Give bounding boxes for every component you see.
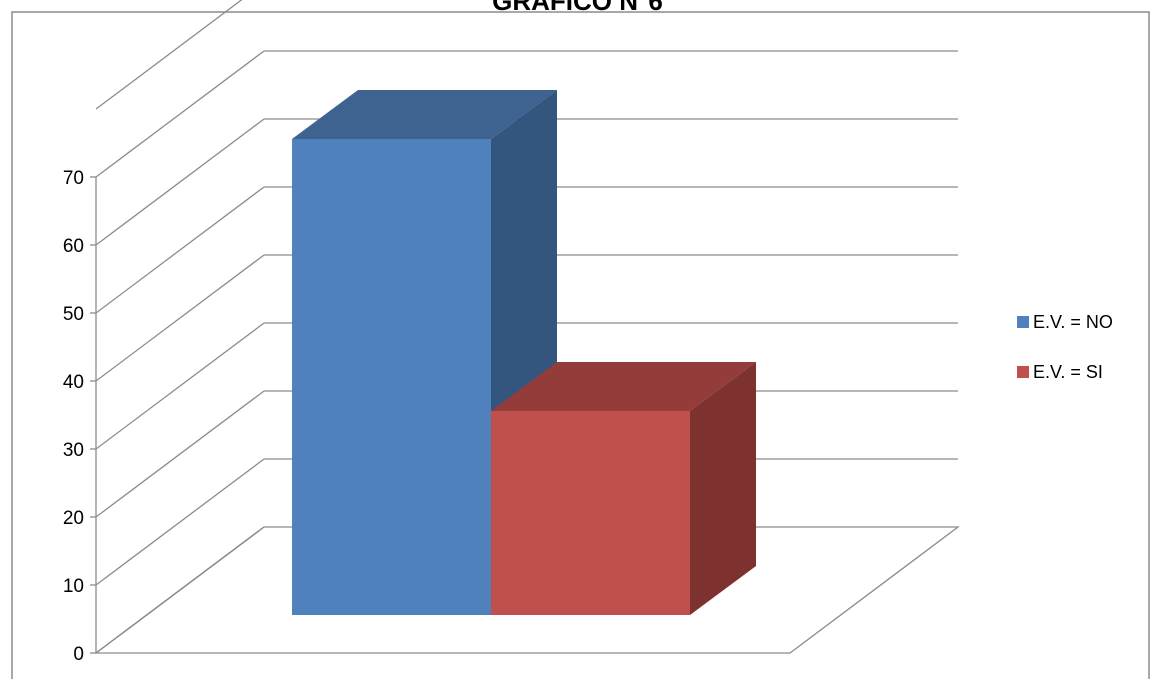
y-tick-label: 70 — [63, 168, 84, 189]
gridline-side — [95, 322, 265, 450]
y-tick-label: 60 — [63, 236, 84, 257]
bar-side — [690, 362, 756, 615]
bar-front — [491, 411, 690, 615]
floor-outline — [95, 526, 960, 654]
y-tick-label: 0 — [73, 644, 84, 665]
gridline-side — [95, 458, 265, 586]
y-tick-label: 20 — [63, 508, 84, 529]
bar-front — [292, 139, 491, 615]
gridline-side — [95, 50, 265, 178]
gridline-side — [95, 186, 265, 314]
chart-border — [11, 11, 1150, 679]
gridline-side — [95, 254, 265, 382]
legend: E.V. = NO E.V. = SI — [1017, 312, 1113, 382]
y-axis-ticks: 0 10 20 30 40 50 60 70 — [63, 168, 96, 665]
y-tick-label: 40 — [63, 372, 84, 393]
bar-top — [491, 362, 756, 411]
legend-swatch — [1017, 366, 1029, 378]
y-tick-label: 10 — [63, 576, 84, 597]
gridline-side — [95, 0, 243, 110]
legend-label: E.V. = SI — [1033, 362, 1103, 382]
y-tick-label: 30 — [63, 440, 84, 461]
bar-top — [292, 90, 557, 139]
bars — [292, 90, 756, 615]
legend-swatch — [1017, 316, 1029, 328]
gridline-side — [95, 118, 265, 246]
gridline-side — [95, 390, 265, 518]
y-tick-label: 50 — [63, 304, 84, 325]
legend-label: E.V. = NO — [1033, 312, 1113, 332]
